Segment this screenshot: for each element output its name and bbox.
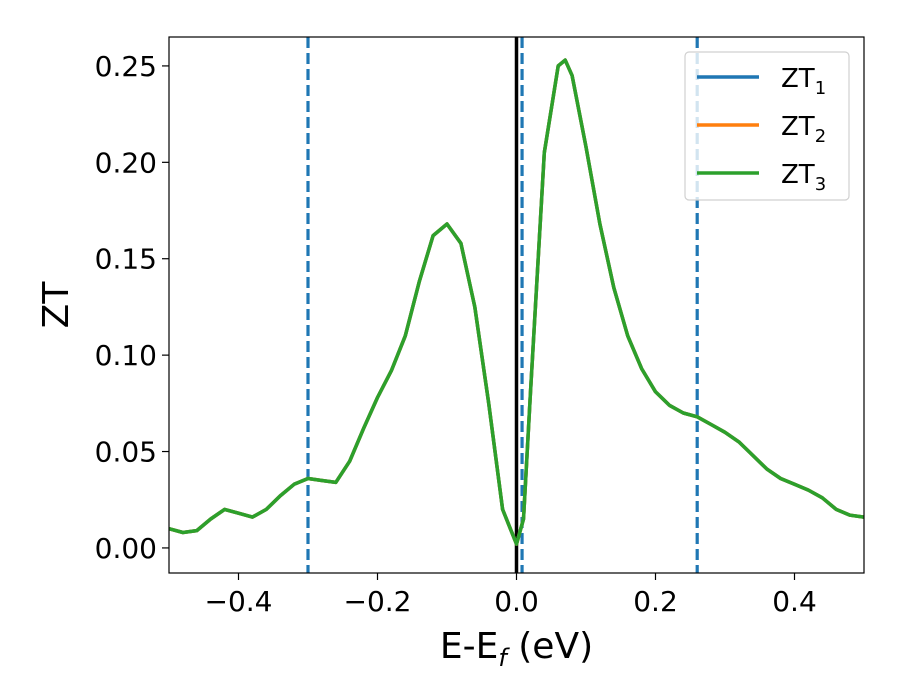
y-tick-label: 0.15 [95,243,157,276]
x-tick-label: 0.2 [633,585,678,618]
x-tick-label: −0.2 [344,585,412,618]
reference-lines [306,37,699,573]
y-tick-label: 0.20 [95,146,157,179]
x-tick-label: 0.0 [494,585,539,618]
y-tick-label: 0.25 [95,50,157,83]
x-tick-label: 0.4 [772,585,817,618]
y-axis-label: ZT [36,281,77,329]
y-tick-label: 0.10 [95,339,157,372]
x-tick-label: −0.4 [205,585,273,618]
legend-label-2: ZT2 [781,112,826,147]
legend-box [684,51,850,201]
y-tick-label: 0.00 [95,532,157,565]
legend: ZT1 ZT2 ZT3 [684,51,850,201]
legend-label-1: ZT1 [781,64,826,99]
x-axis-label: E-Ef (eV) [440,626,593,672]
series-line-3 [168,58,865,546]
series-lines [168,58,865,546]
y-axis-ticks: 0.00 0.05 0.10 0.15 0.20 0.25 [95,50,169,565]
x-axis-ticks: −0.4 −0.2 0.0 0.2 0.4 [205,573,817,618]
y-tick-label: 0.05 [95,436,157,469]
legend-label-3: ZT3 [781,160,826,195]
